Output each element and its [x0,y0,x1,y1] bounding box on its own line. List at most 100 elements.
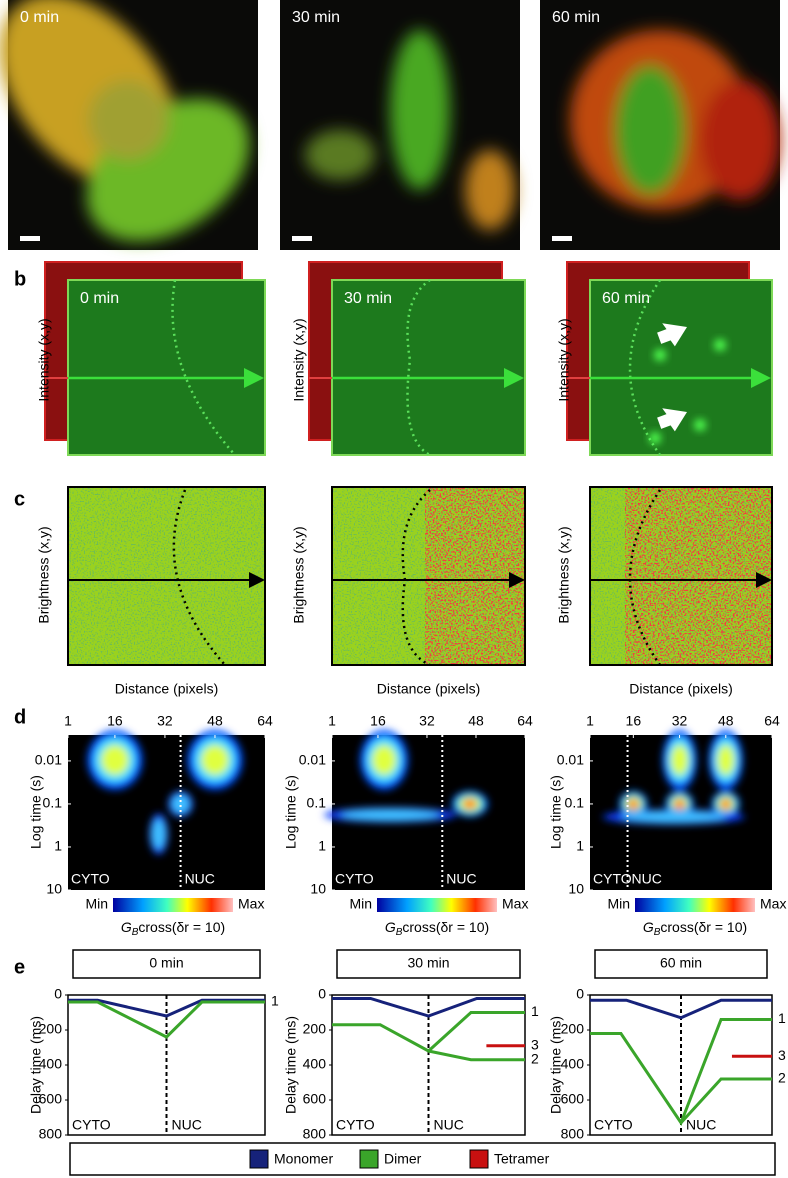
x-tick-label: 16 [370,713,386,729]
y-axis-label: Brightness (x,y) [291,526,307,623]
y-tick-label: 10 [568,881,584,897]
frame [331,486,526,666]
speckle-red [425,487,525,665]
region-label: CYTO [336,1117,375,1133]
heat [151,818,166,850]
region-label: CYTO [71,871,110,887]
text: cross(δr = 10) [138,919,225,935]
chart-title: 0 min [149,955,183,971]
series-label: 1 [778,1010,786,1026]
title-box [72,949,261,979]
time-label: 30 min [344,290,392,307]
region-label: CYTO [594,1117,633,1133]
y-axis-label: Delay time (ms) [283,1016,299,1114]
series-label: 3 [531,1036,539,1052]
heat [101,745,129,775]
colorbar-max: Max [760,896,786,912]
title-box [336,949,521,979]
y-axis-label: Brightness (x,y) [556,526,572,623]
y-axis-label: Delay time (ms) [28,1016,44,1114]
series-line [68,998,265,1018]
y-tick-label: 10 [310,881,326,897]
region-label: NUC [185,871,215,887]
x-axis-label: Distance (pixels) [115,681,218,697]
frame [589,486,773,666]
y-tick-label: 800 [561,1126,585,1142]
x-tick-label: 1 [64,713,72,729]
heat [629,800,637,808]
cell [390,30,450,190]
panel-label: c [14,488,25,510]
scale-bar [292,236,312,241]
series-label: 3 [778,1047,786,1063]
legend-label: Monomer [274,1151,333,1167]
legend-swatch [249,1149,269,1169]
legend-box [69,1142,776,1176]
region-label: NUC [434,1117,464,1133]
y-tick-label: 800 [39,1126,63,1142]
heat [722,800,730,808]
colorbar-label: GBcross(δr = 10) [385,919,489,938]
boundary [628,489,662,666]
frame [67,486,266,666]
chart-title: 30 min [407,955,449,971]
x-tick-label: 48 [207,713,223,729]
colorbar-min: Min [85,896,108,912]
colorbar [635,898,755,912]
colorbar-min: Min [349,896,372,912]
green-channel [67,279,266,456]
series-line [590,998,772,1020]
heat [676,800,684,808]
colorbar-min: Min [607,896,630,912]
y-tick-label: 0.1 [43,795,63,811]
y-tick-label: 0.01 [557,752,584,768]
y-axis-label: Intensity (x,y) [556,318,572,401]
y-axis-label: Delay time (ms) [548,1016,564,1114]
series-label: 2 [531,1050,539,1066]
x-tick-label: 32 [672,713,688,729]
y-axis-label: Log time (s) [283,775,299,849]
heat-spots [87,730,243,855]
y-tick-label: 0 [576,986,584,1002]
boundary [406,278,431,457]
y-axis-label: Log time (s) [548,775,564,849]
speckle [68,487,265,665]
y-tick-label: 1 [576,838,584,854]
series-line [332,997,525,1018]
heat [201,745,229,775]
colorbar-label: GBcross(δr = 10) [643,919,747,938]
heat [340,809,440,821]
green-channel [589,279,773,456]
arrow [657,323,688,347]
time-label: 60 min [552,9,600,26]
heat-spots [602,730,745,825]
symbol: G [121,919,132,935]
region-label: NUC [632,871,662,887]
series-label: 2 [778,1070,786,1086]
legend-swatch [469,1149,489,1169]
x-tick-label: 64 [257,713,273,729]
punctum [694,419,706,431]
title-box [594,949,768,979]
scale-bar [20,236,40,241]
x-tick-label: 64 [764,713,780,729]
y-tick-label: 0.01 [35,752,62,768]
x-tick-label: 32 [419,713,435,729]
y-tick-label: 0 [54,986,62,1002]
legend-label: Dimer [384,1151,422,1167]
colorbar-label: GBcross(δr = 10) [121,919,225,938]
y-tick-label: 200 [561,1021,585,1037]
y-tick-label: 400 [303,1056,327,1072]
speckle-red [625,487,772,665]
heat [620,811,728,823]
y-tick-label: 1 [54,838,62,854]
legend-swatch [359,1149,379,1169]
y-tick-label: 800 [303,1126,327,1142]
colorbar [113,898,233,912]
x-axis-label: Distance (pixels) [377,681,480,697]
cell [615,65,685,195]
punctum [649,432,661,444]
green-channel [331,279,526,456]
y-tick-label: 200 [303,1021,327,1037]
